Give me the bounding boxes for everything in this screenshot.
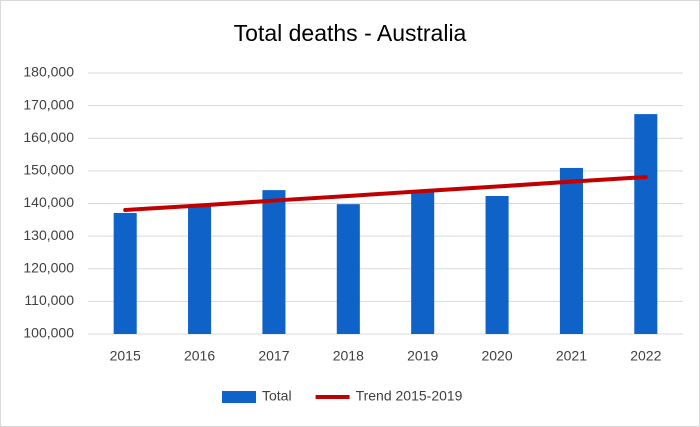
- bar: [113, 212, 137, 334]
- y-tick-label: 110,000: [24, 292, 74, 308]
- y-tick-label: 100,000: [23, 325, 74, 341]
- y-tick-label: 180,000: [23, 64, 74, 80]
- x-tick-label: 2015: [110, 348, 141, 364]
- x-tick-label: 2016: [184, 348, 215, 364]
- y-tick-label: 170,000: [23, 96, 74, 112]
- y-tick-label: 140,000: [23, 194, 74, 210]
- legend-swatch: [222, 391, 256, 403]
- trend-line: [123, 175, 648, 213]
- bar: [262, 190, 286, 334]
- chart-title: Total deaths - Australia: [234, 20, 467, 46]
- bar: [411, 190, 435, 334]
- bar: [336, 204, 360, 334]
- x-tick-label: 2022: [630, 348, 661, 364]
- y-tick-label: 160,000: [23, 129, 74, 145]
- legend-label: Trend 2015-2019: [356, 388, 463, 404]
- bar: [634, 114, 658, 334]
- y-tick-label: 130,000: [23, 227, 74, 243]
- bar: [188, 206, 212, 334]
- x-tick-label: 2021: [556, 348, 587, 364]
- bar: [559, 167, 583, 334]
- x-tick-label: 2019: [407, 348, 438, 364]
- x-tick-label: 2020: [481, 348, 512, 364]
- bar: [485, 195, 509, 334]
- y-tick-label: 120,000: [23, 259, 74, 275]
- legend-label: Total: [262, 388, 292, 404]
- y-tick-label: 150,000: [23, 162, 74, 178]
- x-tick-label: 2017: [258, 348, 289, 364]
- x-tick-label: 2018: [333, 348, 364, 364]
